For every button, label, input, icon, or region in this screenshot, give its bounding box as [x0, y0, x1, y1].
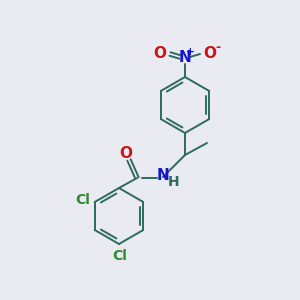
Text: Cl: Cl — [112, 249, 128, 263]
Text: N: N — [178, 50, 191, 64]
Text: O: O — [119, 146, 133, 160]
Text: +: + — [186, 47, 195, 57]
Text: Cl: Cl — [75, 193, 90, 207]
Text: N: N — [157, 169, 169, 184]
Text: H: H — [168, 175, 180, 189]
Text: O: O — [203, 46, 217, 61]
Text: -: - — [215, 41, 220, 55]
Text: O: O — [154, 46, 166, 61]
